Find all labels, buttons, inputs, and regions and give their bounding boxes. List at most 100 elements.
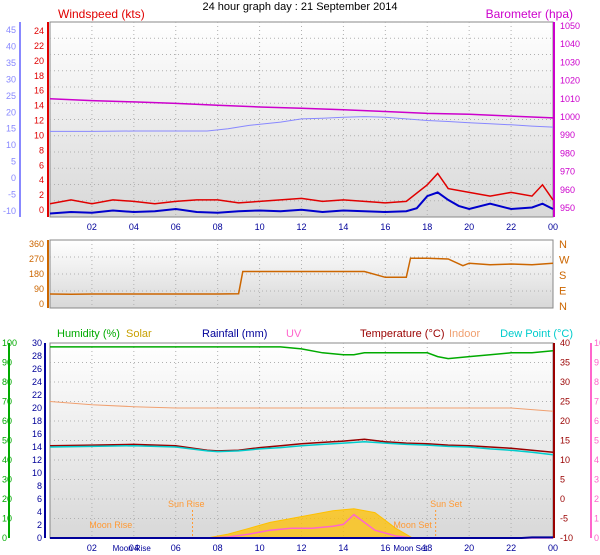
wind-baro-panel: Windspeed (kts) Barometer (hpa) 24222018…: [3, 7, 580, 232]
y-tick-label: 20: [6, 107, 16, 117]
y-tick-label: 180: [29, 269, 44, 279]
panel-plot-area: [49, 239, 554, 309]
y-tick-label: 1010: [560, 94, 580, 104]
y-tick-label: 1040: [560, 39, 580, 49]
y-tick-label: 90: [34, 284, 44, 294]
legend-rainfall: Rainfall (mm): [202, 328, 267, 340]
y-tick-label: 4: [594, 455, 599, 465]
y-tick-label: 950: [560, 203, 575, 213]
y-tick-label: 40: [560, 338, 570, 348]
y-tick-label: E: [559, 286, 566, 298]
event-annotation: Sun Rise: [168, 499, 205, 509]
y-tick-label: 18: [32, 416, 42, 426]
y-tick-label: 10: [34, 130, 44, 140]
y-tick-label: 12: [32, 455, 42, 465]
y-tick-label: 4: [37, 507, 42, 517]
y-tick-label: 50: [2, 436, 12, 446]
y-tick-label: 970: [560, 167, 575, 177]
y-tick-label: 25: [6, 91, 16, 101]
y-tick-label: 30: [2, 475, 12, 485]
y-tick-label: 22: [32, 390, 42, 400]
event-annotation: Moon Rise: [89, 520, 132, 530]
y-tick-label: 5: [594, 436, 599, 446]
y-tick-label: 0: [37, 533, 42, 543]
x-tick-label: 10: [255, 543, 265, 553]
y-tick-label: 22: [34, 41, 44, 51]
y-tick-label: 1020: [560, 76, 580, 86]
y-tick-label: -5: [8, 190, 16, 200]
legend-windspeed: Windspeed (kts): [58, 7, 145, 21]
y-tick-label: 1030: [560, 57, 580, 67]
x-tick-label: 02: [87, 222, 97, 232]
x-tick-label: 20: [464, 222, 474, 232]
x-tick-label: 04: [129, 543, 139, 553]
y-tick-label: 5: [560, 475, 565, 485]
wind-direction-line: [49, 257, 554, 296]
y-tick-label: 4: [39, 175, 44, 185]
legend-uv: UV: [286, 328, 302, 340]
y-tick-label: 1050: [560, 21, 580, 31]
y-tick-label: 30: [6, 74, 16, 84]
y-tick-label: 8: [39, 145, 44, 155]
y-tick-label: 24: [32, 377, 42, 387]
y-tick-label: 10: [560, 455, 570, 465]
y-tick-label: 8: [594, 377, 599, 387]
y-tick-label: -10: [560, 533, 573, 543]
y-tick-label: 20: [32, 403, 42, 413]
event-annotation: Sun Set: [430, 499, 463, 509]
x-tick-label: 00: [548, 222, 558, 232]
event-annotation: Moon Rise: [113, 544, 152, 553]
y-tick-label: 14: [34, 101, 44, 111]
humidity-temp-panel: Humidity (%) Solar Rainfall (mm) UV Temp…: [2, 328, 600, 553]
x-tick-label: 12: [296, 222, 306, 232]
windgust-line: [49, 191, 554, 215]
x-tick-label: 12: [296, 543, 306, 553]
x-tick-label: 20: [464, 543, 474, 553]
y-tick-label: 45: [6, 25, 16, 35]
y-tick-label: -5: [560, 514, 568, 524]
y-tick-label: 15: [6, 124, 16, 134]
x-tick-label: 08: [213, 222, 223, 232]
y-tick-label: 70: [2, 397, 12, 407]
y-tick-label: 26: [32, 364, 42, 374]
y-tick-label: 0: [594, 533, 599, 543]
x-tick-label: 10: [255, 222, 265, 232]
legend-barometer: Barometer (hpa): [486, 7, 573, 21]
y-tick-label: 35: [6, 58, 16, 68]
x-tick-label: 14: [338, 222, 348, 232]
y-tick-label: 20: [34, 56, 44, 66]
y-tick-label: 2: [594, 494, 599, 504]
indoor-temp-line: [49, 401, 554, 412]
y-tick-label: 0: [39, 205, 44, 215]
y-tick-label: N: [559, 239, 567, 251]
x-tick-label: 14: [338, 543, 348, 553]
x-tick-label: 16: [380, 543, 390, 553]
y-tick-label: 16: [32, 429, 42, 439]
y-tick-label: 10: [32, 468, 42, 478]
y-tick-label: 9: [594, 358, 599, 368]
legend-humidity: Humidity (%): [57, 328, 120, 340]
y-tick-label: 15: [560, 436, 570, 446]
panel-plot-area: [49, 342, 554, 539]
x-tick-label: 16: [380, 222, 390, 232]
y-tick-label: 0: [39, 299, 44, 309]
y-tick-label: W: [559, 255, 570, 267]
y-tick-label: 990: [560, 130, 575, 140]
y-tick-label: 960: [560, 185, 575, 195]
y-tick-label: 20: [2, 494, 12, 504]
y-tick-label: 0: [11, 173, 16, 183]
y-tick-label: 90: [2, 358, 12, 368]
x-tick-label: 04: [129, 222, 139, 232]
y-tick-label: 28: [32, 351, 42, 361]
y-tick-label: 30: [32, 338, 42, 348]
y-tick-label: 10: [594, 338, 600, 348]
y-tick-label: 14: [32, 442, 42, 452]
y-tick-label: N: [559, 301, 567, 313]
legend-solar: Solar: [126, 328, 152, 340]
y-tick-label: 3: [594, 475, 599, 485]
y-tick-label: 7: [594, 397, 599, 407]
y-tick-label: 10: [2, 514, 12, 524]
y-tick-label: 20: [560, 416, 570, 426]
legend-temperature: Temperature (°C): [360, 328, 444, 340]
y-tick-label: 18: [34, 71, 44, 81]
